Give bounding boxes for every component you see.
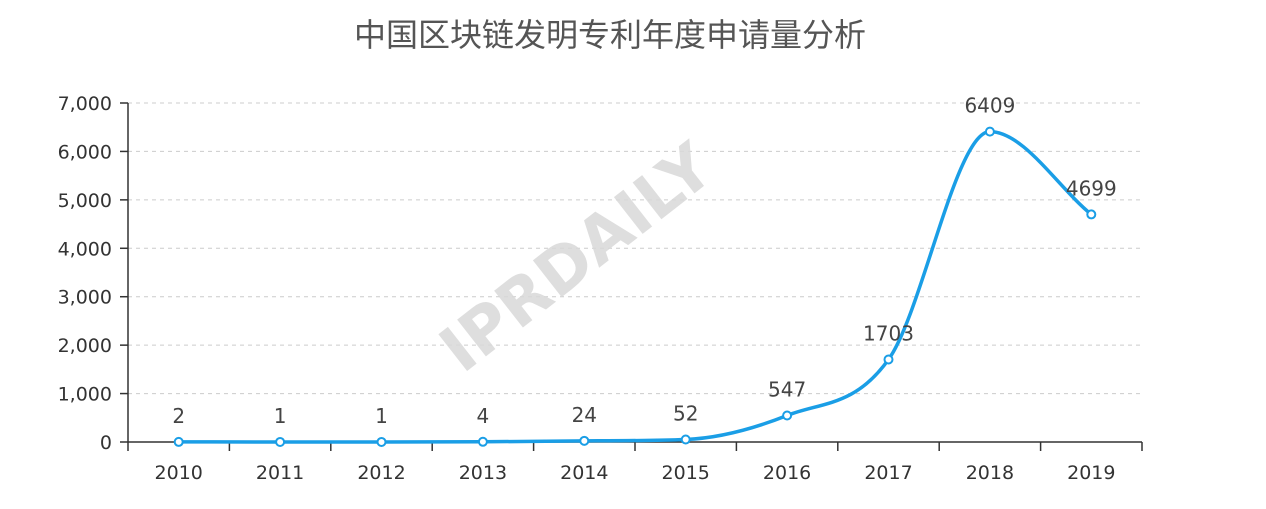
data-point[interactable] [883, 354, 894, 365]
y-tick-label: 3,000 [58, 287, 112, 309]
data-label: 2 [172, 404, 185, 428]
x-tick-label: 2013 [459, 462, 507, 484]
data-label: 1703 [863, 322, 914, 346]
data-point[interactable] [275, 436, 286, 447]
data-point[interactable] [376, 436, 387, 447]
data-label: 4699 [1066, 176, 1117, 200]
data-labels: 2 1 1 4 24 52 547 1703 6409 4699 [172, 94, 1116, 428]
x-tick-label: 2016 [763, 462, 811, 484]
x-tick-label: 2010 [155, 462, 203, 484]
y-tick-label: 4,000 [58, 238, 112, 260]
x-tick-label: 2015 [662, 462, 710, 484]
x-tick-label: 2018 [966, 462, 1014, 484]
x-tick-label: 2011 [256, 462, 304, 484]
y-tick-label: 0 [100, 432, 112, 454]
data-label: 1 [375, 404, 388, 428]
y-tick-label: 6,000 [58, 141, 112, 163]
x-tick-label: 2017 [864, 462, 912, 484]
data-point[interactable] [1086, 209, 1097, 220]
data-label: 1 [274, 404, 287, 428]
data-point[interactable] [173, 436, 184, 447]
data-point[interactable] [579, 435, 590, 446]
axes [127, 103, 1142, 443]
data-point[interactable] [477, 436, 488, 447]
data-label: 6409 [964, 94, 1015, 118]
y-tick-label: 5,000 [58, 190, 112, 212]
y-axis-ticks: 0 1,000 2,000 3,000 4,000 5,000 6,000 7,000 [58, 93, 128, 454]
series-layer [173, 126, 1097, 447]
x-tick-label: 2014 [560, 462, 608, 484]
chart-title: 中国区块链发明专利年度申请量分析 [354, 16, 866, 54]
data-point[interactable] [680, 434, 691, 445]
y-tick-label: 7,000 [58, 93, 112, 115]
data-label: 4 [477, 404, 490, 428]
y-tick-label: 1,000 [58, 384, 112, 406]
data-label: 547 [768, 378, 806, 402]
data-label: 24 [572, 403, 597, 427]
watermark-text: IPRDAILY [427, 129, 728, 387]
x-axis-ticks: 2010 2011 2012 2013 2014 2015 2016 2017 2018 2019 [127, 442, 1143, 484]
grid-lines [128, 102, 1142, 395]
data-label: 52 [673, 401, 698, 425]
series-line [178, 129, 1093, 444]
x-tick-label: 2012 [357, 462, 405, 484]
data-point[interactable] [782, 410, 793, 421]
y-tick-label: 2,000 [58, 335, 112, 357]
data-point[interactable] [984, 126, 995, 137]
x-tick-label: 2019 [1067, 462, 1115, 484]
